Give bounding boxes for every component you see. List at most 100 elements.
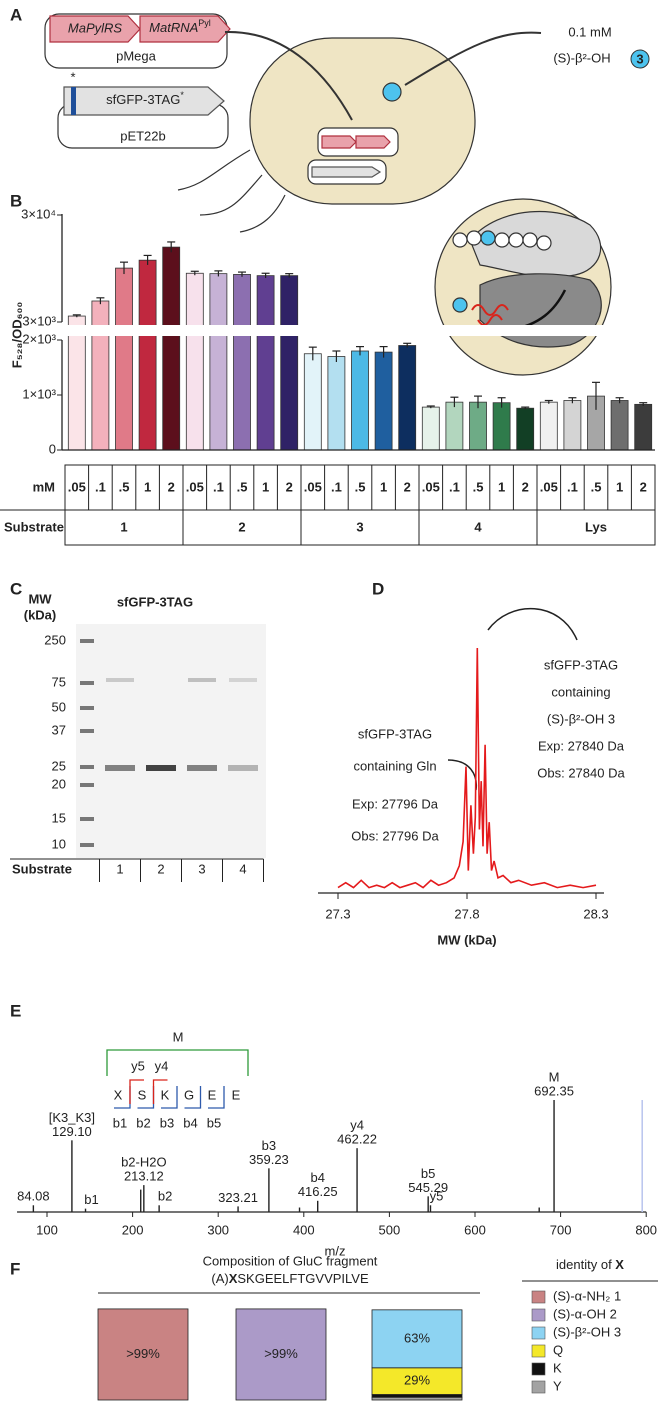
concentration-label: .5	[355, 479, 366, 494]
concentration-label: 1	[616, 479, 623, 494]
ladder-label: 50	[52, 699, 66, 714]
concentration-label: .1	[331, 479, 342, 494]
concentration-label: .1	[213, 479, 224, 494]
error-bar	[497, 397, 506, 408]
trna-gene	[139, 15, 231, 43]
legend-label: Y	[553, 1378, 562, 1393]
prs-gene	[49, 15, 141, 43]
ladder-band	[80, 783, 94, 787]
y-tick-label: 2×10³	[22, 331, 56, 346]
annotation: containing Gln	[353, 758, 436, 773]
gene-label: sfGFP-3TAG*	[106, 90, 184, 107]
y-bracket	[129, 1079, 144, 1104]
error-bar	[238, 271, 246, 277]
b-bracket	[208, 1086, 225, 1109]
bar	[351, 350, 369, 451]
peptide-chain	[452, 230, 552, 251]
concentration-label: 2	[404, 479, 411, 494]
annotation: (S)-β²-OH 3	[547, 711, 615, 726]
x-tick-label: 800	[635, 1222, 657, 1237]
x-tick-label: 28.3	[583, 906, 608, 921]
ion-label: b2-H2O	[121, 1155, 167, 1170]
band	[187, 765, 217, 771]
x-axis-label: MW (kDa)	[437, 932, 496, 947]
ion-label: b4	[310, 1170, 324, 1185]
residue	[452, 232, 468, 248]
ion-label: b2	[158, 1189, 172, 1204]
bar	[67, 315, 86, 451]
peak-label: 462.22	[337, 1132, 377, 1147]
gel	[76, 624, 266, 858]
bar	[516, 407, 535, 451]
peak-label: 213.12	[124, 1169, 164, 1184]
y-tick-label: 3×10⁴	[21, 206, 56, 221]
legend-swatch	[531, 1362, 546, 1376]
gel-title: sfGFP-3TAG	[117, 594, 193, 609]
concentration-label: 2	[286, 479, 293, 494]
ladder-label: 37	[52, 722, 66, 737]
annotation: Obs: 27840 Da	[537, 765, 625, 780]
y-tick-label: 0	[49, 441, 56, 456]
y-tick-label: 3×10³	[22, 313, 56, 328]
concentration-label: 1	[498, 479, 505, 494]
gene-label: MaPylRS	[68, 20, 123, 35]
residue	[508, 232, 524, 248]
b-bracket	[161, 1086, 178, 1109]
superscript: Pyl	[198, 18, 211, 28]
error-bar	[592, 381, 600, 410]
concentration-label: .1	[449, 479, 460, 494]
ladder-band	[80, 817, 94, 821]
compound: (S)-β²-OH	[553, 50, 610, 65]
x-tick-label: 27.3	[325, 906, 350, 921]
bar	[256, 275, 275, 451]
ion-label: b4	[183, 1115, 197, 1130]
y-axis-label: MW	[28, 591, 52, 606]
x-tick-label: 600	[464, 1222, 486, 1237]
peak-label: 692.35	[534, 1083, 574, 1098]
ion-label: b5	[421, 1166, 435, 1181]
ladder-label: 20	[52, 776, 66, 791]
x-tick-label: 200	[122, 1222, 144, 1237]
legend-label: Q	[553, 1342, 563, 1357]
error-bar	[615, 397, 624, 404]
error-bar	[167, 241, 176, 253]
residue: E	[232, 1087, 241, 1102]
concentration-label: .5	[591, 479, 602, 494]
compound-icon	[630, 49, 650, 69]
residue: X	[114, 1087, 123, 1102]
mrna	[471, 304, 509, 326]
concentration-label: .1	[95, 479, 106, 494]
row-label: Substrate	[4, 519, 64, 534]
concentration-label: .5	[119, 479, 130, 494]
bar	[469, 401, 487, 451]
residue	[536, 235, 552, 251]
concentration-label: 2	[168, 479, 175, 494]
concentration-label: .05	[540, 479, 558, 494]
legend-title-part: X	[615, 1257, 624, 1272]
axis-break	[63, 325, 658, 336]
legend-swatch	[531, 1344, 546, 1358]
ladder-band	[80, 681, 94, 685]
annotation: Obs: 27796 Da	[351, 828, 439, 843]
arrow	[447, 759, 478, 791]
peak-label: 545.29	[408, 1180, 448, 1195]
stack-segment	[371, 1396, 463, 1401]
gene-label: MatRNA	[149, 20, 198, 35]
bar	[610, 400, 629, 451]
residue	[466, 230, 482, 246]
residue: G	[184, 1087, 194, 1102]
ion-label: b2	[136, 1115, 150, 1130]
ion-label: [K3_K3]	[49, 1110, 95, 1125]
plasmid-label: pET22b	[120, 128, 166, 143]
bar	[634, 403, 653, 451]
peak-label: 416.25	[298, 1184, 338, 1199]
superscript: *	[180, 90, 184, 100]
m-bracket	[106, 1049, 249, 1076]
bar	[539, 401, 558, 451]
panel-label: F	[10, 1259, 20, 1278]
error-bar	[356, 346, 364, 356]
error-bar	[568, 397, 577, 404]
legend-label: (S)-α-OH 2	[553, 1306, 617, 1321]
